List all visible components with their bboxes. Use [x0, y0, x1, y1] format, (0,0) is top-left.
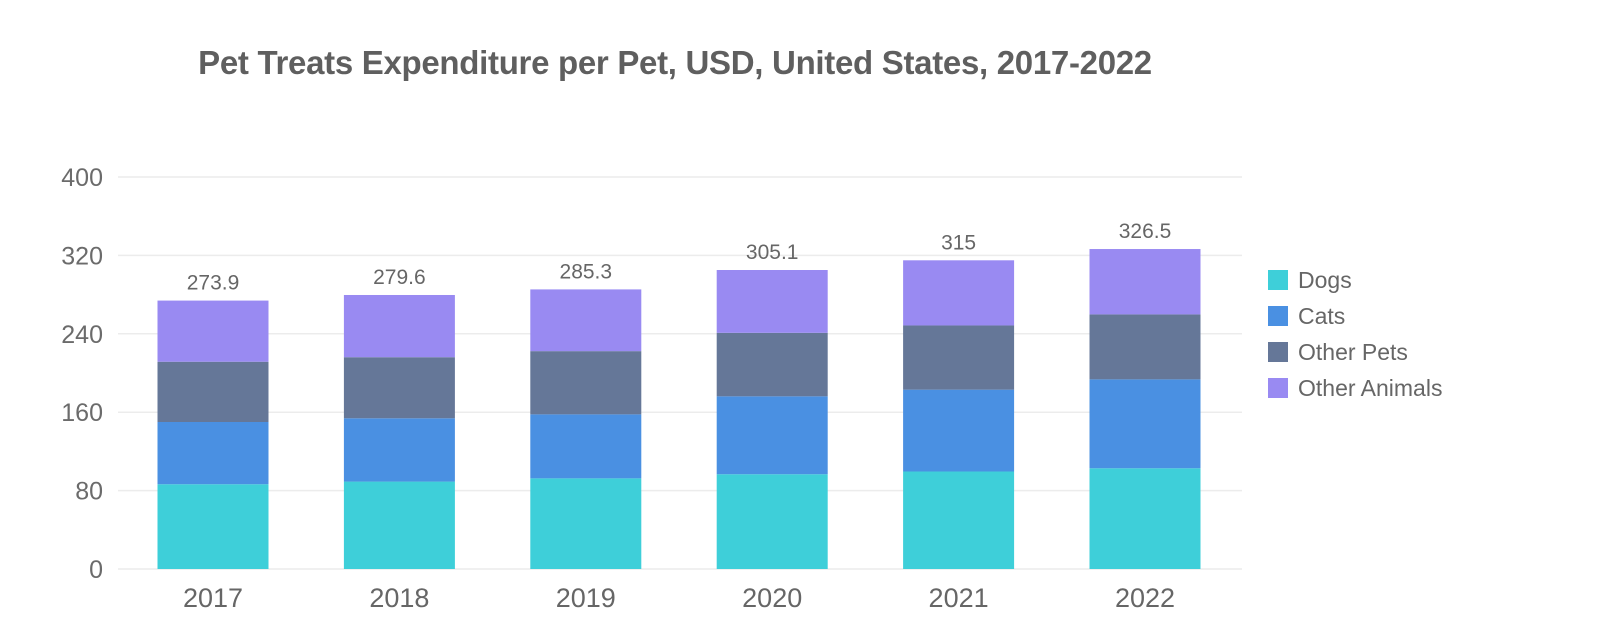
x-tick-label: 2021	[929, 583, 989, 613]
bar-segment	[343, 294, 455, 358]
bar-segment	[716, 270, 828, 333]
y-tick-label: 80	[75, 478, 103, 506]
legend-label: Other Pets	[1298, 339, 1408, 365]
x-tick-label: 2022	[1115, 583, 1175, 613]
grid-layer	[118, 176, 1242, 570]
legend-label: Other Animals	[1298, 375, 1442, 401]
bar-segment	[530, 478, 642, 569]
y-tick-label: 320	[61, 242, 103, 270]
bar-segment	[530, 289, 642, 352]
bar-segment	[716, 474, 828, 569]
y-tick-label: 160	[61, 399, 103, 427]
legend-swatch	[1268, 270, 1288, 290]
bar-segment	[716, 332, 828, 397]
x-tick-label: 2020	[742, 583, 802, 613]
y-tick-label: 0	[89, 556, 103, 584]
bar-total-label: 279.6	[373, 266, 426, 289]
bar-segment	[903, 471, 1015, 569]
bar-segment	[903, 260, 1015, 326]
legend-label: Dogs	[1298, 267, 1352, 293]
bar-total-label: 273.9	[187, 272, 240, 295]
bar-segment	[716, 396, 828, 475]
bar-total-label: 315	[941, 231, 976, 254]
legend: Dogs Cats Other Pets Other Animals	[1268, 267, 1442, 401]
total-labels-layer: 273.9 279.6 285.3 305.1 315 326.5	[187, 220, 1172, 295]
bar-total-label: 326.5	[1119, 220, 1172, 243]
bar-segment	[157, 300, 269, 362]
x-tick-label: 2018	[369, 583, 429, 613]
bar-segment	[1089, 249, 1201, 315]
bar-segment	[157, 422, 269, 485]
chart-title: Pet Treats Expenditure per Pet, USD, Uni…	[198, 44, 1152, 81]
legend-label: Cats	[1298, 303, 1345, 329]
bar-segment	[1089, 468, 1201, 569]
bar-segment	[903, 389, 1015, 472]
bar-segment	[530, 414, 642, 479]
bar-segment	[1089, 379, 1201, 469]
legend-swatch	[1268, 378, 1288, 398]
bar-segment	[1089, 314, 1201, 380]
bar-segment	[343, 357, 455, 419]
legend-swatch	[1268, 306, 1288, 326]
bar-segment	[343, 418, 455, 482]
y-axis-ticks: 0 80 160 240 320 400	[61, 164, 103, 584]
x-tick-label: 2017	[183, 583, 243, 613]
bar-segment	[903, 325, 1015, 390]
y-tick-label: 400	[61, 164, 103, 192]
bar-segment	[157, 484, 269, 569]
bar-segment	[343, 481, 455, 569]
bar-total-label: 305.1	[746, 241, 799, 264]
legend-swatch	[1268, 342, 1288, 362]
x-axis-ticks: 2017 2018 2019 2020 2021 2022	[183, 583, 1175, 613]
bar-total-label: 285.3	[560, 260, 613, 283]
bars-layer	[157, 249, 1201, 569]
bar-segment	[157, 361, 269, 422]
y-tick-label: 240	[61, 321, 103, 349]
bar-segment	[530, 351, 642, 415]
x-tick-label: 2019	[556, 583, 616, 613]
